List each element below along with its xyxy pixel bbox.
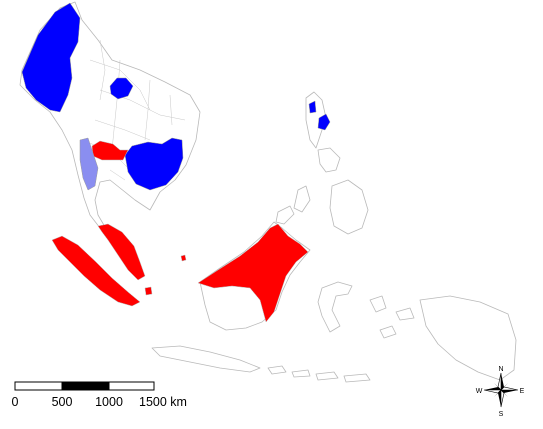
- region-luzon-central: [317, 113, 331, 131]
- region-luzon-north: [308, 100, 317, 114]
- scale-tick-1500: 1500 km: [139, 395, 187, 409]
- compass-rose-icon: N S E W: [476, 366, 525, 418]
- scale-bar-segment-1: [14, 381, 63, 391]
- maluku-outline: [369, 295, 415, 339]
- region-sumatra: [51, 235, 141, 307]
- region-west-thailand: [79, 137, 99, 191]
- scale-bar-segment-3: [108, 381, 155, 391]
- new-guinea-outline: [419, 295, 517, 381]
- region-islet-b: [180, 254, 187, 262]
- compass-east-label: E: [520, 388, 525, 395]
- region-myanmar-west: [21, 2, 81, 113]
- lesser-sunda-outline: [267, 365, 371, 383]
- compass-south-label: S: [499, 411, 504, 418]
- scale-bar: 0 500 1000 1500 km: [12, 381, 187, 409]
- region-central-thailand: [91, 140, 129, 161]
- compass-north-label: N: [498, 366, 503, 373]
- scale-bar-segment-2: [61, 381, 110, 391]
- region-borneo: [197, 223, 309, 323]
- compass-west-label: W: [476, 388, 483, 395]
- scale-tick-0: 0: [12, 395, 19, 409]
- philippines-outline: [275, 91, 369, 235]
- region-cambodia-northeast: [124, 137, 184, 191]
- java-outline: [151, 345, 261, 373]
- scale-tick-500: 500: [52, 395, 73, 409]
- region-malay-peninsula: [97, 223, 146, 281]
- scale-tick-1000: 1000: [95, 395, 123, 409]
- sulawesi-outline: [317, 281, 353, 333]
- region-islet-a: [144, 286, 153, 296]
- region-laos: [109, 77, 134, 100]
